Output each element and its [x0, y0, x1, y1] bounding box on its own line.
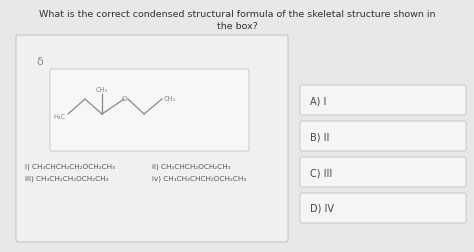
Text: i) CH₃CHCH₂CH₂OCH₂CH₃: i) CH₃CHCH₂CH₂OCH₂CH₃	[25, 162, 115, 169]
Text: H₃C: H₃C	[54, 114, 66, 119]
Text: iv) CH₃CH₂CHCH₂OCH₂CH₃: iv) CH₃CH₂CHCH₂OCH₂CH₃	[152, 175, 246, 182]
Text: D) IV: D) IV	[310, 203, 334, 213]
Text: What is the correct condensed structural formula of the skeletal structure shown: What is the correct condensed structural…	[39, 10, 435, 19]
Text: δ: δ	[36, 57, 44, 67]
Text: A) I: A) I	[310, 96, 327, 106]
Text: CH₃: CH₃	[96, 87, 108, 93]
FancyBboxPatch shape	[300, 121, 466, 151]
FancyBboxPatch shape	[300, 86, 466, 115]
FancyBboxPatch shape	[300, 158, 466, 187]
FancyBboxPatch shape	[50, 70, 249, 151]
Text: O: O	[122, 96, 128, 102]
FancyBboxPatch shape	[16, 36, 288, 242]
Text: ii) CH₃CHCH₂OCH₂CH₃: ii) CH₃CHCH₂OCH₂CH₃	[152, 162, 231, 169]
Text: C) III: C) III	[310, 167, 332, 177]
Text: B) II: B) II	[310, 132, 329, 141]
FancyBboxPatch shape	[300, 193, 466, 223]
Text: the box?: the box?	[217, 22, 257, 31]
Text: CH₃: CH₃	[164, 96, 176, 102]
Text: iii) CH₃CH₂CH₂OCH₂CH₃: iii) CH₃CH₂CH₂OCH₂CH₃	[25, 175, 109, 182]
